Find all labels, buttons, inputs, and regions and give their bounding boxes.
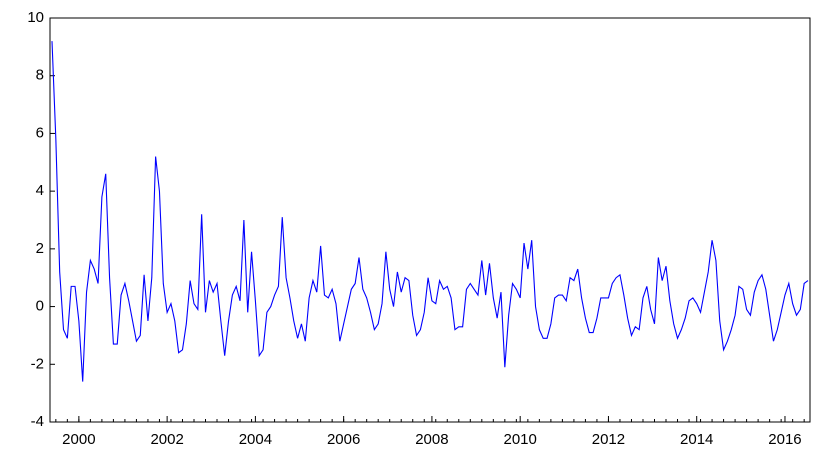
x-tick-label: 2012 [592,431,625,448]
plot-frame [49,17,811,423]
x-tick-label: 2008 [415,431,448,448]
x-tick-label: 2014 [680,431,713,448]
x-tick-label: 2000 [62,431,95,448]
y-tick-label: 6 [36,124,44,141]
y-tick-label: 10 [27,9,44,26]
y-tick-label: 4 [36,182,44,199]
y-tick-label: -4 [31,413,44,430]
y-tick-label: 2 [36,240,44,257]
x-tick-label: 2002 [150,431,183,448]
x-tick-label: 2006 [327,431,360,448]
y-tick-label: 8 [36,67,44,84]
x-tick-label: 2016 [768,431,801,448]
y-tick-label: 0 [36,298,44,315]
x-tick-label: 2010 [503,431,536,448]
x-tick-label: 2004 [239,431,272,448]
data-line [51,41,809,382]
y-tick-label: -2 [31,355,44,372]
